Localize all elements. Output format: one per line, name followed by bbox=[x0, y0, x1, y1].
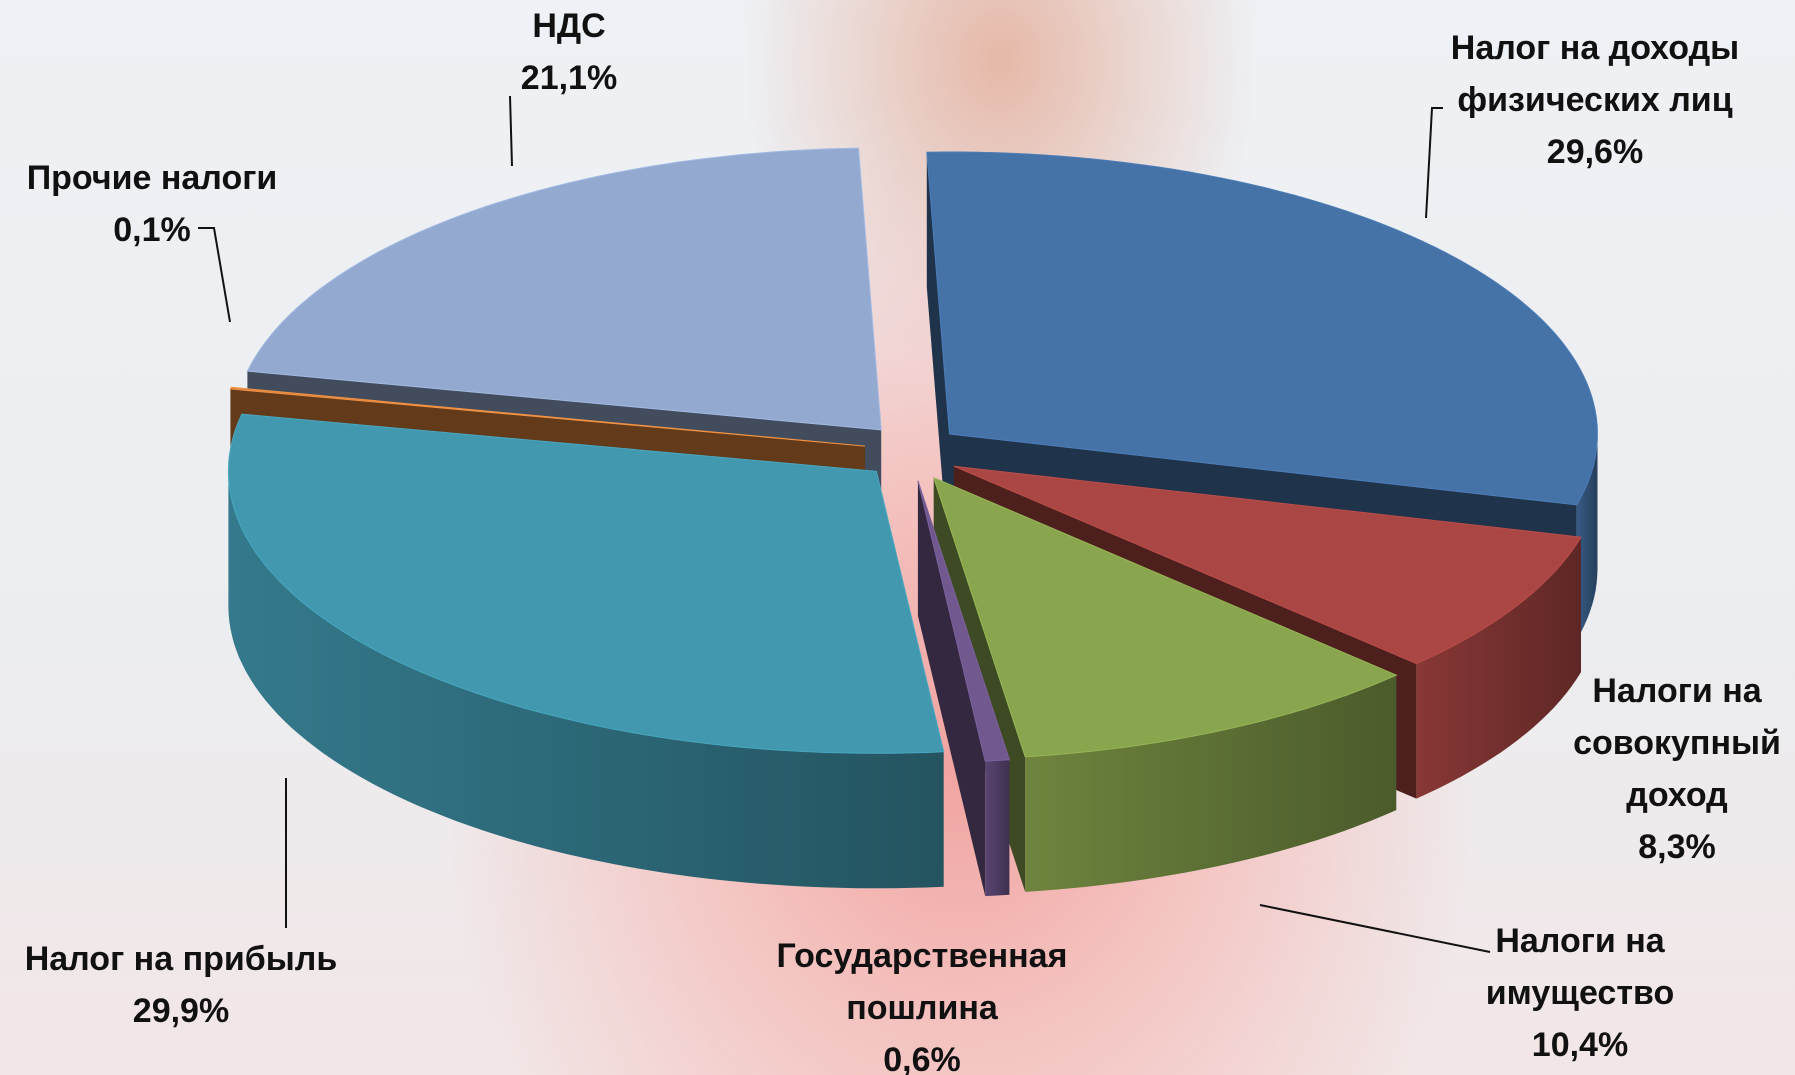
slice bbox=[227, 413, 945, 889]
data-label: Налоги на имущество 10,4% bbox=[1465, 915, 1695, 1071]
slice bbox=[917, 480, 1011, 897]
data-label: Налоги на совокупный доход 8,3% bbox=[1557, 665, 1795, 873]
category-label: Налог на прибыль bbox=[24, 940, 338, 978]
data-label: Прочие налоги 0,1% bbox=[0, 152, 322, 256]
category-label: Налоги на совокупный доход bbox=[1573, 672, 1781, 814]
value-label: 0,1% bbox=[113, 211, 191, 249]
data-label: Налог на доходы физических лиц 29,6% bbox=[1425, 22, 1765, 178]
slice-side bbox=[917, 480, 986, 897]
value-label: 10,4% bbox=[1531, 1026, 1629, 1064]
data-label: Налог на прибыль 29,9% bbox=[0, 933, 381, 1037]
data-label: НДС 21,1% bbox=[459, 0, 679, 104]
category-label: Налоги на имущество bbox=[1485, 922, 1675, 1012]
data-label: Государственная пошлина 0,6% bbox=[757, 930, 1087, 1075]
value-label: 21,1% bbox=[520, 59, 618, 97]
category-label: Государственная пошлина bbox=[776, 937, 1068, 1027]
leader-lines bbox=[198, 95, 1491, 953]
category-label: Налог на доходы физических лиц bbox=[1450, 29, 1740, 119]
leader-line bbox=[198, 227, 231, 323]
slice bbox=[926, 151, 1598, 506]
leader-line bbox=[1259, 904, 1491, 953]
slice bbox=[932, 476, 1398, 758]
value-label: 8,3% bbox=[1638, 828, 1716, 866]
value-label: 29,9% bbox=[132, 992, 230, 1030]
slice-side bbox=[1576, 434, 1598, 640]
slice bbox=[246, 147, 882, 431]
slice-side bbox=[1025, 675, 1397, 892]
slice bbox=[229, 386, 866, 447]
value-label: 0,6% bbox=[883, 1041, 961, 1075]
category-label: Прочие налоги bbox=[26, 159, 278, 197]
leader-line bbox=[509, 95, 513, 167]
value-label: 29,6% bbox=[1546, 133, 1644, 171]
slice bbox=[227, 413, 945, 754]
slice bbox=[917, 480, 1011, 762]
slice-side bbox=[1416, 537, 1581, 799]
slice bbox=[953, 465, 1582, 665]
slice-side bbox=[985, 759, 1010, 897]
category-label: НДС bbox=[532, 7, 606, 45]
slice-side bbox=[926, 152, 950, 569]
slice-side bbox=[228, 471, 944, 889]
leader-line bbox=[1425, 107, 1443, 219]
